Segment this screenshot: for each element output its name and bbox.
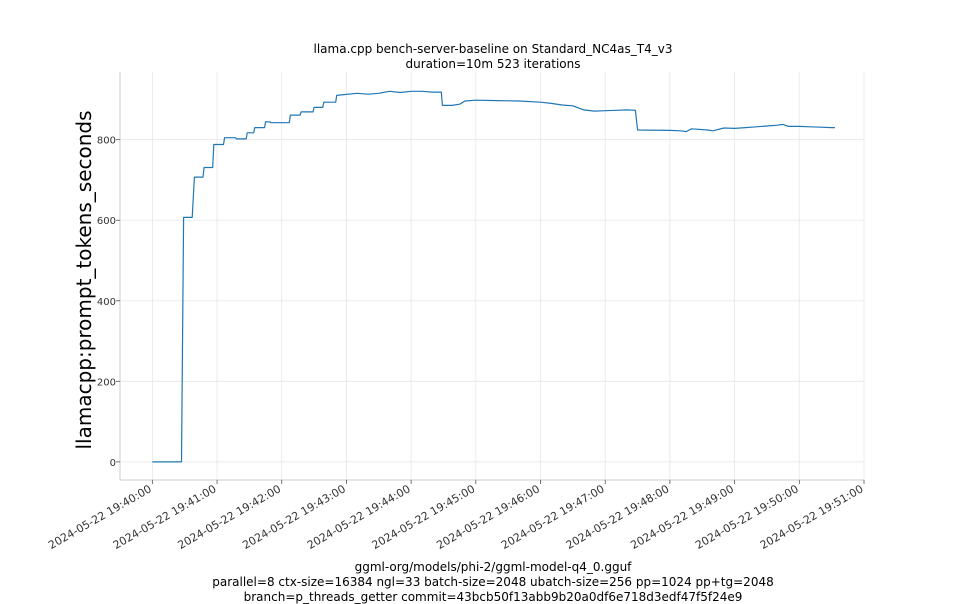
x-tick-label: 2024-05-22 19:44:00 [305,482,413,552]
axes [119,72,864,481]
y-tick-label: 0 [110,458,116,469]
x-tick-label: 2024-05-22 19:49:00 [628,482,736,552]
x-tick-label: 2024-05-22 19:47:00 [499,482,607,552]
x-tick-label: 2024-05-22 19:41:00 [111,482,219,552]
y-tick-label: 400 [97,297,116,308]
y-tick-label: 600 [97,216,116,227]
x-tick-label: 2024-05-22 19:43:00 [240,482,348,552]
x-tick-label: 2024-05-22 19:50:00 [693,482,801,552]
footer-params: parallel=8 ctx-size=16384 ngl=33 batch-s… [212,575,774,589]
x-tick-label: 2024-05-22 19:51:00 [758,482,866,552]
y-tick-label: 800 [97,136,116,147]
chart-title-line-2: duration=10m 523 iterations [405,57,581,71]
y-ticks: 0 200 400 600 800 [97,136,120,469]
chart-title-line-1: llama.cpp bench-server-baseline on Stand… [313,42,673,56]
x-tick-label: 2024-05-22 19:46:00 [434,482,542,552]
x-tick-label: 2024-05-22 19:45:00 [370,482,478,552]
footer-branch-commit: branch=p_threads_getter commit=43bcb50f1… [243,590,743,604]
grid-lines [120,72,865,480]
x-tick-label: 2024-05-22 19:48:00 [564,482,672,552]
x-tick-label: 2024-05-22 19:42:00 [176,482,284,552]
footer-model-path: ggml-org/models/phi-2/ggml-model-q4_0.gg… [354,560,632,574]
x-tick-label: 2024-05-22 19:40:00 [46,482,154,552]
series-group [152,90,835,463]
y-tick-label: 200 [97,377,116,388]
series-line [152,90,835,463]
